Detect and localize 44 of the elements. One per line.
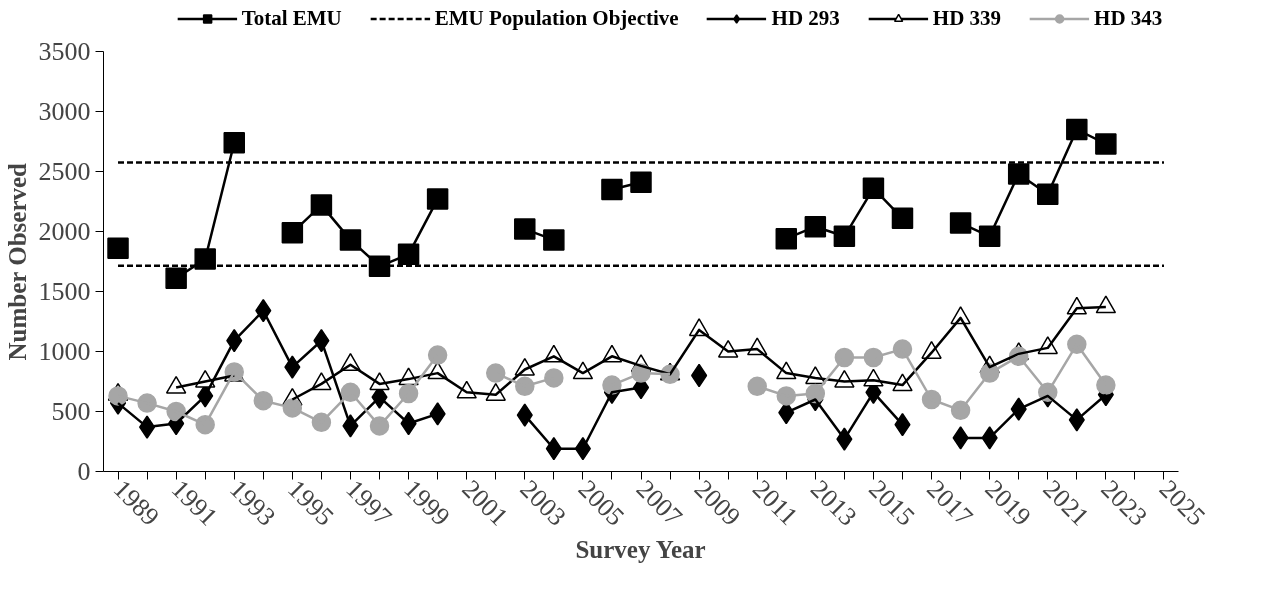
x-tick-label: 1995 xyxy=(282,474,340,532)
point xyxy=(516,403,533,427)
point xyxy=(514,218,536,240)
x-tick-label: 2017 xyxy=(921,474,979,532)
x-tick-label: 1997 xyxy=(340,474,398,532)
y-tick-label: 3000 xyxy=(38,97,91,126)
point xyxy=(601,178,623,201)
x-tick-label: 1999 xyxy=(398,474,456,532)
point xyxy=(952,426,969,450)
legend-label: Total EMU xyxy=(241,5,342,31)
point xyxy=(949,212,972,234)
legend-label: HD 339 xyxy=(932,5,1002,31)
x-tick-label: 2007 xyxy=(630,474,689,532)
legend-label: HD 343 xyxy=(1094,5,1163,31)
y-tick-label: 1500 xyxy=(38,277,91,306)
point xyxy=(429,402,446,426)
y-axis-title: Number Observed xyxy=(3,162,31,361)
y-tick-label: 1000 xyxy=(38,337,91,366)
point xyxy=(543,229,565,251)
y-tick-label: 500 xyxy=(51,397,91,426)
x-axis-title: Survey Year xyxy=(575,536,706,564)
point xyxy=(427,345,448,365)
y-tick-label: 2500 xyxy=(38,157,91,186)
point xyxy=(1095,133,1117,155)
point xyxy=(630,171,652,194)
x-tick-label: 1991 xyxy=(165,474,224,532)
legend-label: HD 293 xyxy=(771,5,840,31)
y-tick-label: 0 xyxy=(77,457,91,486)
point xyxy=(107,237,129,260)
point xyxy=(1096,375,1116,395)
point xyxy=(165,267,187,290)
point xyxy=(485,363,506,383)
point xyxy=(426,188,449,210)
x-tick-label: 1993 xyxy=(223,474,282,532)
point xyxy=(544,368,564,388)
x-tick-label: 1989 xyxy=(107,474,166,532)
point xyxy=(747,376,767,397)
x-tick-label: 2009 xyxy=(688,474,747,532)
point xyxy=(775,227,798,250)
y-tick-label: 3500 xyxy=(38,37,91,66)
point xyxy=(223,131,245,154)
x-tick-label: 2019 xyxy=(979,474,1037,532)
legend-label: EMU Population Objective xyxy=(434,5,679,31)
y-tick-label: 2000 xyxy=(38,217,91,246)
